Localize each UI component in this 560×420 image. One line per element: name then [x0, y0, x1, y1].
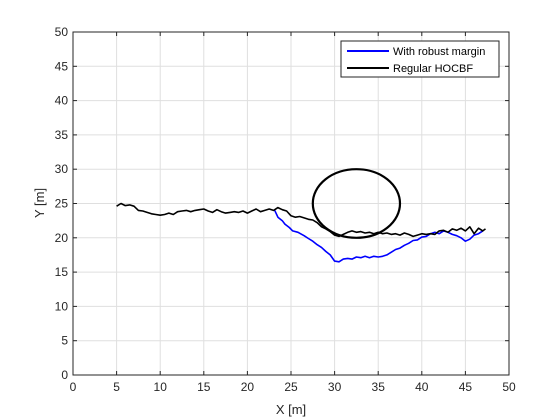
obstacle-circle — [311, 168, 402, 239]
y-tick-label: 40 — [55, 94, 69, 108]
x-tick-label: 45 — [459, 380, 473, 394]
y-axis-label: Y [m] — [32, 188, 47, 218]
y-tick-label: 25 — [55, 197, 69, 211]
legend-label-robust: With robust margin — [393, 46, 485, 58]
x-tick-label: 5 — [113, 380, 120, 394]
y-tick-label: 30 — [55, 162, 69, 176]
series-layer — [116, 202, 486, 263]
x-tick-label: 15 — [197, 380, 211, 394]
legend: With robust margin Regular HOCBF — [340, 40, 500, 78]
y-tick-label: 50 — [55, 25, 69, 39]
y-tick-label: 35 — [55, 128, 69, 142]
obstacle-layer — [311, 168, 402, 239]
series-line-regular-hocbf — [116, 202, 486, 238]
y-tick-label: 0 — [61, 368, 68, 382]
x-tick-label: 0 — [70, 380, 77, 394]
x-tick-label: 50 — [502, 380, 516, 394]
legend-box — [340, 40, 500, 78]
x-tick-label: 20 — [241, 380, 255, 394]
y-tick-label: 45 — [55, 59, 69, 73]
y-tick-label: 15 — [55, 265, 69, 279]
y-tick-label: 10 — [55, 299, 69, 313]
y-tick-label: 5 — [61, 334, 68, 348]
x-axis-label: X [m] — [276, 402, 306, 417]
x-tick-label: 10 — [154, 380, 168, 394]
x-tick-label: 40 — [415, 380, 429, 394]
x-tick-label: 35 — [372, 380, 386, 394]
tick-labels: 0 5 10 15 20 25 30 35 40 45 50 0 5 10 15 20 25 30 35 40 45 50 — [55, 25, 516, 394]
x-tick-label: 25 — [284, 380, 298, 394]
y-tick-label: 20 — [55, 231, 69, 245]
legend-label-regular: Regular HOCBF — [393, 63, 473, 75]
x-tick-label: 30 — [328, 380, 342, 394]
plot-frame — [72, 31, 510, 376]
